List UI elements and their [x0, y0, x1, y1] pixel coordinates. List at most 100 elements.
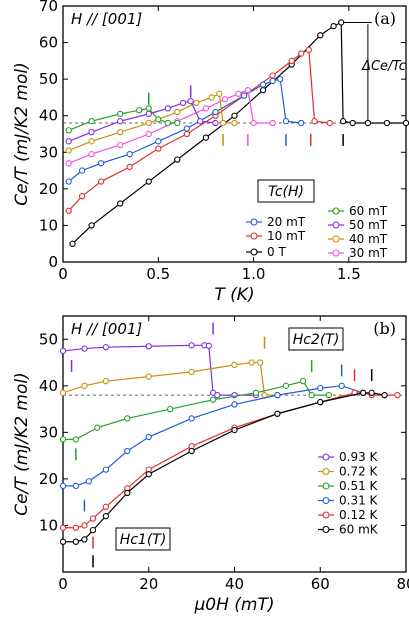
- data-point: [69, 240, 76, 247]
- data-point: [81, 345, 88, 352]
- data-point: [78, 167, 86, 174]
- data-point: [145, 105, 152, 112]
- data-point: [174, 108, 181, 116]
- data-point: [164, 119, 171, 127]
- data-point: [219, 119, 227, 127]
- data-point: [183, 130, 191, 138]
- data-point: [277, 75, 284, 83]
- legend-marker: [332, 235, 340, 243]
- data-point: [298, 119, 305, 127]
- data-point: [174, 119, 181, 127]
- data-point: [126, 163, 133, 171]
- hc2-label-box: [288, 327, 344, 351]
- data-point: [339, 118, 347, 125]
- data-point: [174, 156, 181, 163]
- legend-label: 0.93 K: [339, 450, 379, 464]
- data-point: [231, 426, 238, 434]
- data-point: [282, 118, 290, 125]
- data-point: [59, 538, 67, 545]
- data-point: [231, 112, 238, 119]
- data-point: [102, 503, 110, 510]
- data-point: [145, 471, 152, 478]
- data-point: [145, 119, 152, 127]
- data-point: [88, 118, 95, 125]
- data-point: [59, 524, 67, 531]
- data-point: [167, 405, 174, 413]
- data-point: [124, 415, 131, 422]
- jump-label: ΔCe/Tc: [361, 59, 406, 74]
- data-point: [102, 378, 110, 385]
- data-point: [65, 127, 72, 134]
- y-tick-label: 20: [39, 470, 58, 488]
- data-point: [248, 359, 255, 366]
- data-point: [298, 50, 305, 57]
- hc1-label: Hc1(T): [120, 532, 167, 548]
- data-point: [179, 99, 187, 107]
- tc-label: Tc(H): [268, 184, 304, 200]
- x-tick-label: 20: [139, 575, 158, 593]
- data-point: [202, 134, 210, 141]
- data-point: [212, 108, 219, 116]
- data-point: [402, 119, 409, 127]
- data-point: [257, 359, 264, 366]
- data-point: [202, 105, 210, 112]
- data-point: [102, 512, 110, 520]
- data-point: [188, 368, 195, 376]
- data-point: [88, 138, 95, 145]
- y-tick-label: 40: [39, 377, 58, 395]
- data-point: [317, 32, 324, 39]
- legend-label: 0.12 K: [339, 508, 379, 522]
- data-point: [124, 489, 131, 497]
- data-point: [394, 391, 401, 399]
- data-point: [269, 77, 276, 85]
- y-tick-label: 30: [39, 423, 58, 441]
- data-point: [231, 119, 238, 127]
- data-point: [317, 384, 324, 392]
- data-point: [308, 391, 315, 399]
- data-point: [89, 515, 97, 522]
- hc1-label-box: [115, 527, 171, 551]
- x-tick-label: 1.0: [242, 265, 266, 283]
- data-point: [81, 536, 88, 543]
- data-point: [288, 57, 295, 65]
- legend-label: 50 mT: [349, 218, 388, 232]
- data-point: [326, 119, 333, 127]
- data-point: [383, 119, 391, 127]
- y-tick-label: 50: [39, 70, 58, 88]
- data-point: [65, 207, 72, 214]
- data-point: [155, 116, 162, 123]
- legend-marker: [250, 248, 258, 256]
- data-point: [231, 401, 238, 408]
- series-line: [62, 361, 278, 396]
- data-point: [188, 415, 195, 422]
- data-point: [145, 130, 152, 138]
- data-point: [85, 478, 92, 485]
- data-point: [187, 97, 194, 105]
- data-point: [145, 343, 152, 350]
- hc2-label: Hc2(T): [293, 332, 340, 348]
- data-point: [259, 86, 267, 94]
- legend-label: 60 mT: [349, 204, 388, 218]
- legend-marker: [322, 496, 330, 505]
- data-point: [368, 389, 375, 396]
- data-point: [72, 524, 80, 531]
- data-point: [299, 378, 307, 385]
- legend-label: 30 mT: [349, 246, 388, 260]
- x-axis-label: T (K): [214, 285, 254, 305]
- y-tick-label: 10: [39, 516, 58, 534]
- data-point: [330, 22, 337, 30]
- legend-marker: [322, 525, 330, 534]
- y-tick-label: 10: [39, 216, 58, 234]
- field-note: H // [001]: [71, 10, 142, 28]
- series-line: [63, 392, 385, 543]
- y-tick-label: 70: [39, 0, 58, 15]
- legend-label: 0.51 K: [339, 479, 379, 493]
- legend-marker: [322, 453, 330, 461]
- legend-label: 20 mT: [267, 215, 306, 229]
- x-tick-label: 40: [225, 575, 244, 593]
- legend-label: 0.72 K: [339, 465, 379, 479]
- data-point: [88, 222, 95, 229]
- data-point: [214, 391, 221, 399]
- data-point: [209, 396, 217, 403]
